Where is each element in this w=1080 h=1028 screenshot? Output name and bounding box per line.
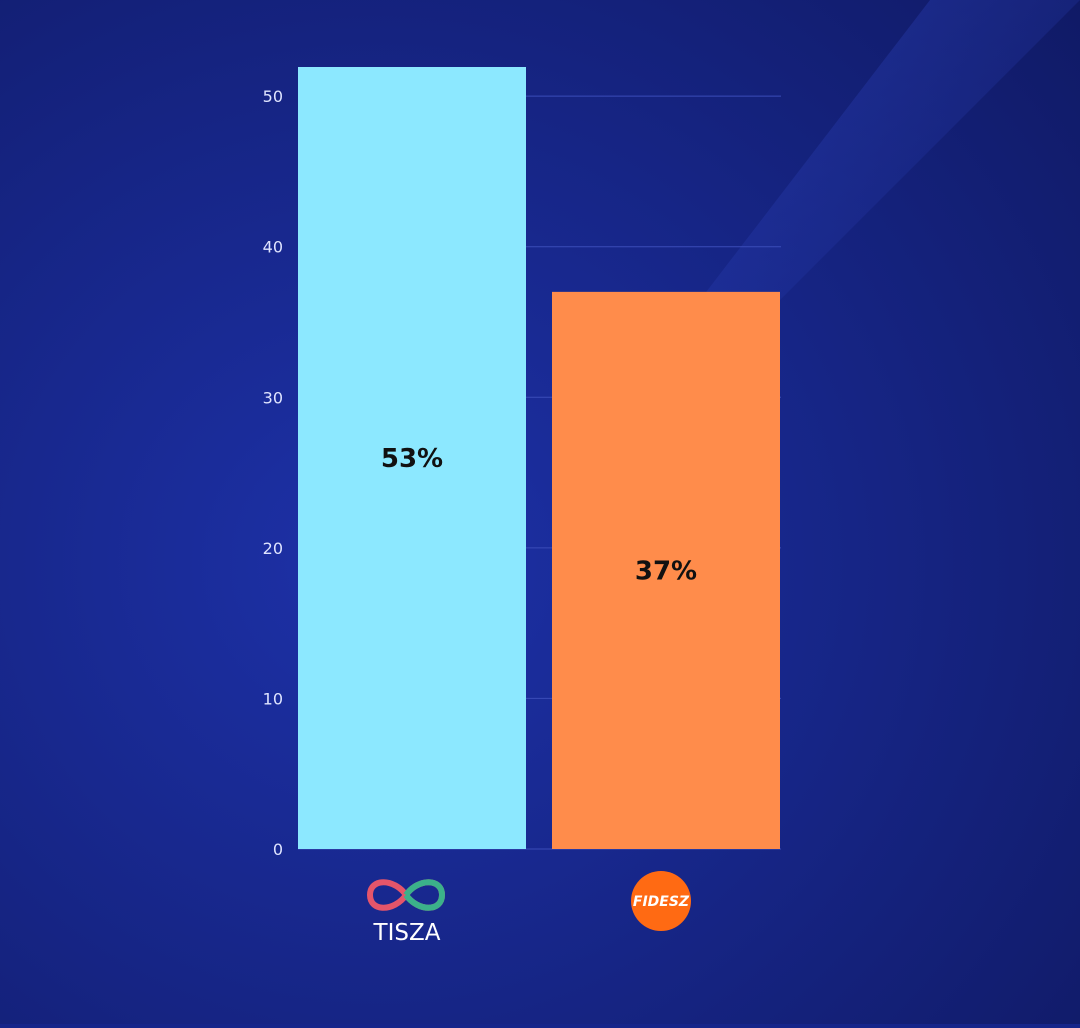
- y-tick-label: 20: [263, 539, 283, 558]
- y-tick-label: 50: [263, 87, 283, 106]
- bar-value-label: 37%: [635, 556, 697, 586]
- bar-fidesz: [552, 291, 780, 850]
- orange-circle-icon: [631, 871, 691, 931]
- fidesz-label: FIDESZ: [633, 894, 690, 910]
- tisza-logo: TISZA: [367, 879, 446, 946]
- y-tick-label: 30: [263, 388, 283, 407]
- infinity-loop-icon-right: [403, 879, 446, 911]
- bar-value-label: 53%: [381, 444, 443, 474]
- tisza-label: TISZA: [373, 920, 441, 946]
- bars: [298, 67, 780, 850]
- data-labels: 53% 37%: [381, 444, 697, 586]
- y-tick-label: 10: [263, 689, 283, 708]
- bar-tisza: [298, 67, 526, 849]
- y-axis-ticks: 0 10 20 30 40 50: [263, 87, 283, 859]
- y-tick-label: 40: [263, 238, 283, 257]
- fidesz-logo: FIDESZ: [631, 871, 691, 931]
- y-tick-label: 0: [273, 840, 283, 859]
